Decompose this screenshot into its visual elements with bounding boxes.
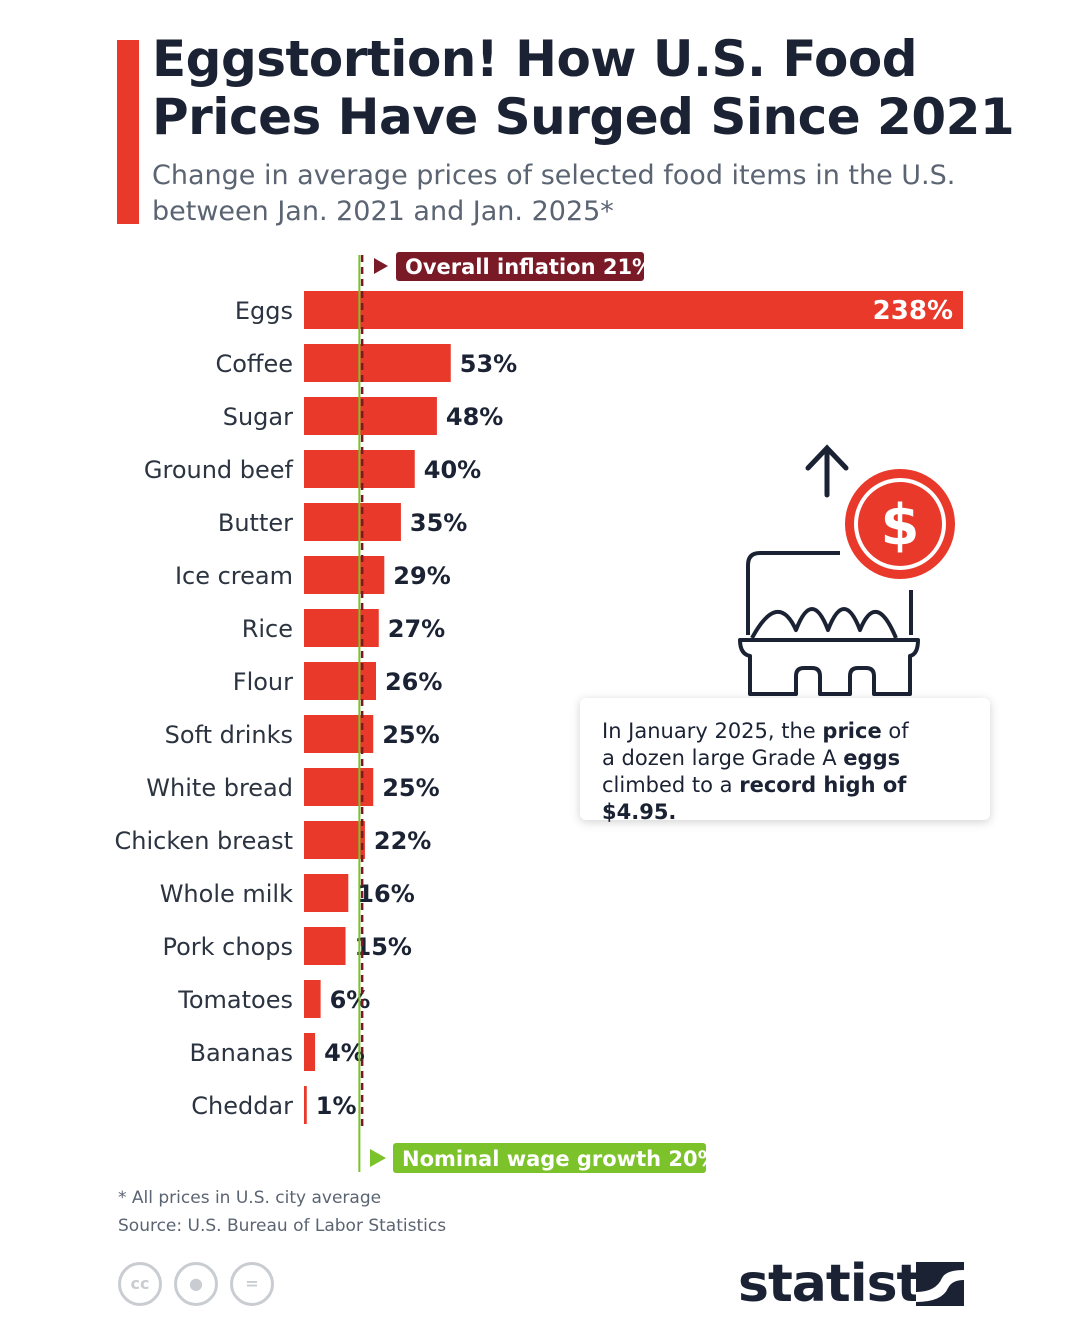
category-label: Cheddar — [191, 1092, 293, 1120]
category-label: Pork chops — [162, 933, 293, 961]
category-label: Rice — [242, 615, 293, 643]
bar — [304, 503, 401, 541]
value-label: 26% — [385, 668, 442, 696]
inflation-label: Overall inflation 21% — [405, 255, 653, 279]
bar — [304, 609, 379, 647]
title-accent-bar — [117, 40, 139, 224]
bar — [304, 927, 346, 965]
value-label: 35% — [410, 509, 467, 537]
bar — [304, 344, 451, 382]
egg-carton-icon — [738, 551, 920, 696]
wage-pill — [393, 1143, 706, 1173]
category-label: Flour — [233, 668, 293, 696]
value-label: 4% — [324, 1039, 365, 1067]
category-label: Whole milk — [160, 880, 293, 908]
by-icon[interactable]: ● — [174, 1262, 218, 1306]
wage-label: Nominal wage growth 20% — [402, 1147, 719, 1171]
bar — [304, 1086, 307, 1124]
bar — [304, 397, 437, 435]
category-label: Chicken breast — [115, 827, 293, 855]
value-label: 25% — [382, 721, 439, 749]
chart-subtitle: Change in average prices of selected foo… — [152, 160, 956, 227]
category-label: White bread — [146, 774, 293, 802]
value-label: 16% — [357, 880, 414, 908]
source-text: Source: U.S. Bureau of Labor Statistics — [118, 1216, 447, 1236]
category-label: Sugar — [223, 403, 293, 431]
inflation-pill — [396, 252, 644, 281]
category-label: Ground beef — [144, 456, 294, 484]
svg-text:$: $ — [881, 493, 920, 558]
footnote: * All prices in U.S. city average Source… — [118, 1184, 446, 1240]
callout-box: In January 2025, the price of a dozen la… — [580, 698, 990, 824]
wage-marker-icon — [370, 1149, 386, 1167]
cc-icon[interactable]: cc — [118, 1262, 162, 1306]
bar — [304, 291, 963, 329]
value-label: 27% — [388, 615, 445, 643]
category-label: Ice cream — [175, 562, 293, 590]
category-label: Tomatoes — [177, 986, 293, 1014]
value-label: 29% — [393, 562, 450, 590]
bar — [304, 556, 385, 594]
value-label: 15% — [355, 933, 412, 961]
category-label: Eggs — [235, 297, 293, 325]
value-label: 6% — [330, 986, 371, 1014]
value-label: 48% — [446, 403, 503, 431]
value-label: 53% — [460, 350, 517, 378]
license-icons: cc ● = — [118, 1262, 286, 1306]
category-label: Bananas — [189, 1039, 293, 1067]
inflation-marker-icon — [374, 258, 388, 274]
category-label: Soft drinks — [165, 721, 293, 749]
bar — [304, 662, 376, 700]
value-label: 238% — [873, 296, 953, 326]
footnote-note: * All prices in U.S. city average — [118, 1188, 382, 1208]
value-label: 25% — [382, 774, 439, 802]
category-label: Coffee — [215, 350, 293, 378]
bar — [304, 821, 365, 859]
egg-illustration: $ — [738, 444, 955, 696]
bar — [304, 1033, 316, 1071]
bar — [304, 980, 321, 1018]
value-label: 22% — [374, 827, 431, 855]
nd-icon[interactable]: = — [230, 1262, 274, 1306]
callout-text: In January 2025, the price of a dozen la… — [602, 719, 909, 824]
bar — [304, 874, 349, 912]
up-arrow-icon — [805, 444, 849, 498]
bar — [304, 715, 374, 753]
statista-logo-mark — [916, 1262, 964, 1306]
value-label: 1% — [316, 1092, 357, 1120]
value-label: 40% — [424, 456, 481, 484]
dollar-coin-icon: $ — [845, 469, 955, 579]
category-label: Butter — [218, 509, 293, 537]
chart-title: Eggstortion! How U.S. Food Prices Have S… — [152, 30, 1015, 146]
